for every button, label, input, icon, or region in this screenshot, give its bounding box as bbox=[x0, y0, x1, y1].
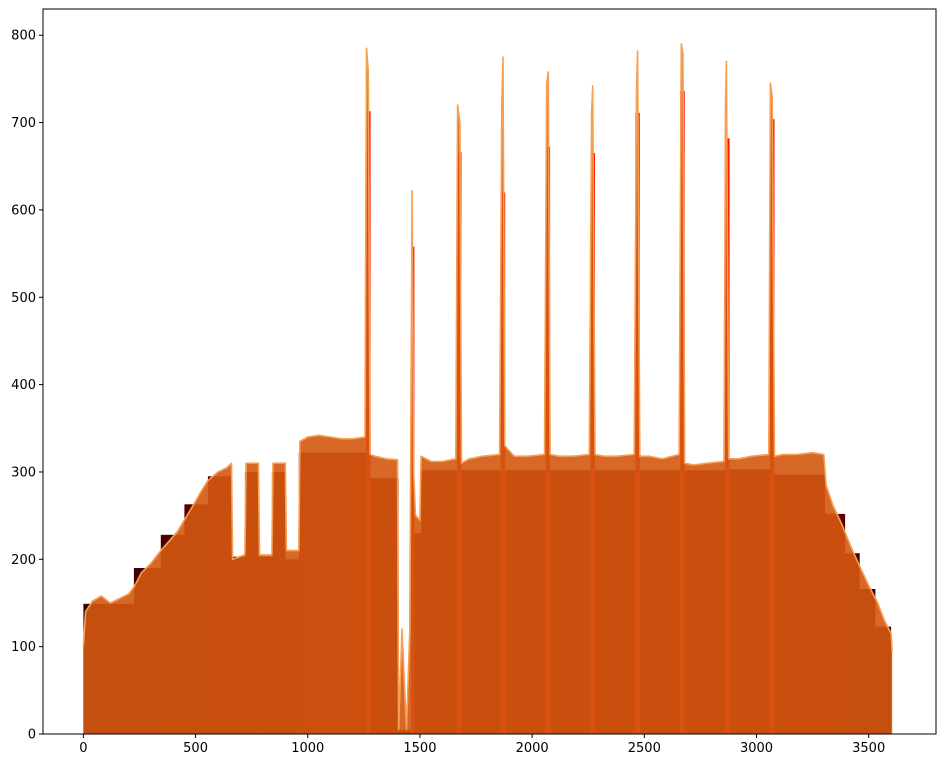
x-tick-label-2500: 2500 bbox=[628, 741, 661, 756]
y-tick-label-0: 0 bbox=[28, 728, 36, 743]
x-tick-label-3500: 3500 bbox=[852, 741, 885, 756]
y-tick-label-700: 700 bbox=[11, 116, 36, 131]
y-tick-label-100: 100 bbox=[11, 640, 36, 655]
y-tick-label-500: 500 bbox=[11, 291, 36, 306]
orange-area-fill bbox=[83, 43, 893, 734]
x-tick-label-1000: 1000 bbox=[291, 741, 324, 756]
y-tick-label-400: 400 bbox=[11, 378, 36, 393]
x-tick-label-3000: 3000 bbox=[740, 741, 773, 756]
y-tick-label-600: 600 bbox=[11, 203, 36, 218]
x-tick-label-2000: 2000 bbox=[516, 741, 549, 756]
plot-frame bbox=[42, 8, 937, 735]
y-tick-label-200: 200 bbox=[11, 553, 36, 568]
orange-line bbox=[82, 43, 893, 731]
y-tick-label-300: 300 bbox=[11, 465, 36, 480]
x-tick-label-500: 500 bbox=[183, 741, 208, 756]
line-layer bbox=[83, 43, 893, 734]
x-tick-label-0: 0 bbox=[79, 741, 87, 756]
axes-layer: 0 500 1000 1500 2000 2500 3000 3500 0 100 200 300 40… bbox=[11, 8, 937, 756]
y-tick-label-800: 800 bbox=[11, 29, 36, 44]
x-tick-label-1500: 1500 bbox=[403, 741, 436, 756]
